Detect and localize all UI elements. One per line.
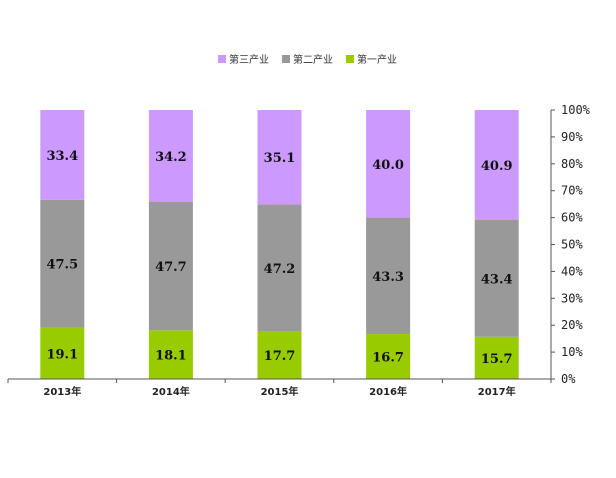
x-axis: 2013年 2014年 2015年 2016年 2017年: [7, 378, 552, 398]
x-tick-label: 2016年: [369, 385, 407, 398]
legend-swatch: [282, 55, 290, 63]
x-tick-label: 2013年: [43, 385, 81, 398]
y-tick-label: 100%: [561, 103, 591, 117]
y-tick-label: 70%: [561, 184, 583, 198]
data-label: 34.2: [155, 150, 187, 165]
y-tick-label: 80%: [561, 157, 583, 171]
y-tick-label: 50%: [561, 238, 583, 252]
x-tick-label: 2014年: [152, 385, 190, 398]
bar-segment: [40, 199, 85, 328]
legend-swatch: [218, 55, 226, 63]
y-tick-label: 90%: [561, 130, 583, 144]
data-label: 17.7: [264, 349, 296, 364]
y-tick-label: 10%: [561, 345, 583, 359]
bar-segment: [40, 110, 85, 200]
bar-segment: [257, 110, 302, 205]
legend-label: 第二产业: [293, 53, 333, 66]
bar-segment: [366, 110, 411, 218]
legend-swatch: [346, 55, 354, 63]
bar-segment: [148, 110, 193, 202]
bar-segment: [40, 327, 85, 379]
bar-segment: [474, 110, 519, 221]
bar-segment: [257, 331, 302, 379]
bar-segment: [257, 204, 302, 332]
y-tick-label: 30%: [561, 291, 583, 305]
data-label: 47.7: [155, 260, 187, 275]
bar-segment: [474, 336, 519, 379]
bar-segment: [148, 330, 193, 379]
data-label: 47.2: [264, 262, 296, 277]
data-label: 16.7: [372, 351, 404, 366]
legend: 第三产业 第二产业 第一产业: [218, 53, 397, 66]
data-label: 40.9: [481, 159, 513, 174]
bar-segment: [474, 220, 519, 337]
data-label: 43.4: [481, 272, 513, 287]
data-label: 35.1: [264, 151, 296, 166]
x-tick-label: 2015年: [261, 385, 299, 398]
plot-area: 19.1 47.5 33.4 18.1 47.7 34.2 17.7 47.2 35.1 16.7…: [40, 110, 519, 379]
y-tick-label: 40%: [561, 264, 583, 278]
x-tick-label: 2017年: [478, 385, 516, 398]
data-label: 19.1: [46, 347, 78, 362]
bar-segment: [148, 201, 193, 331]
data-label: 18.1: [155, 349, 187, 364]
y-tick-label: 0%: [561, 372, 576, 386]
data-label: 43.3: [372, 270, 404, 285]
y-axis: 0% 10% 20% 30% 40% 50% 60% 70% 80% 90% 100%: [550, 103, 591, 386]
bar-segment: [366, 334, 411, 379]
data-label: 15.7: [481, 352, 513, 367]
bar-segment: [366, 217, 411, 335]
legend-label: 第三产业: [229, 53, 269, 66]
y-tick-label: 20%: [561, 318, 583, 332]
data-label: 47.5: [46, 258, 78, 273]
data-label: 33.4: [46, 149, 78, 164]
data-label: 40.0: [372, 158, 404, 173]
legend-label: 第一产业: [357, 53, 397, 66]
y-tick-label: 60%: [561, 211, 583, 225]
